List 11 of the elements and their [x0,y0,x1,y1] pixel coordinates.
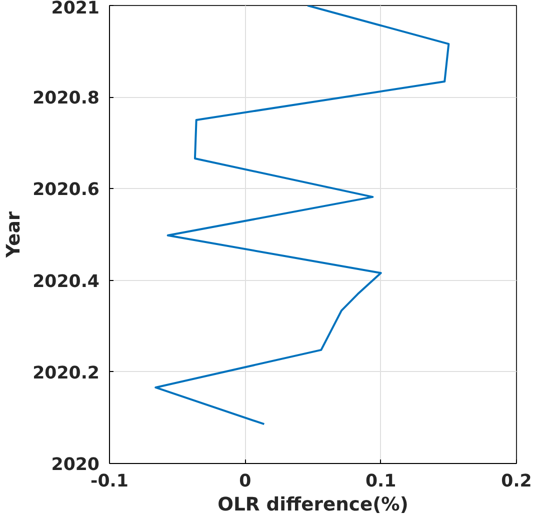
y-tick-label: 2020.8 [32,88,100,109]
y-axis-title: Year [4,210,25,259]
line-series [154,6,450,426]
y-tick-label: 2020.6 [32,180,100,200]
x-axis-title: OLR difference(%) [218,494,408,516]
x-tick-label: 0.2 [501,472,532,492]
x-tick-label: 0.1 [365,472,396,492]
x-tick-label: 0 [239,472,252,492]
y-tick-label: 2021 [51,0,100,18]
y-tick-label: 2020.2 [32,363,100,384]
y-tick-label: 2020.4 [32,272,100,292]
